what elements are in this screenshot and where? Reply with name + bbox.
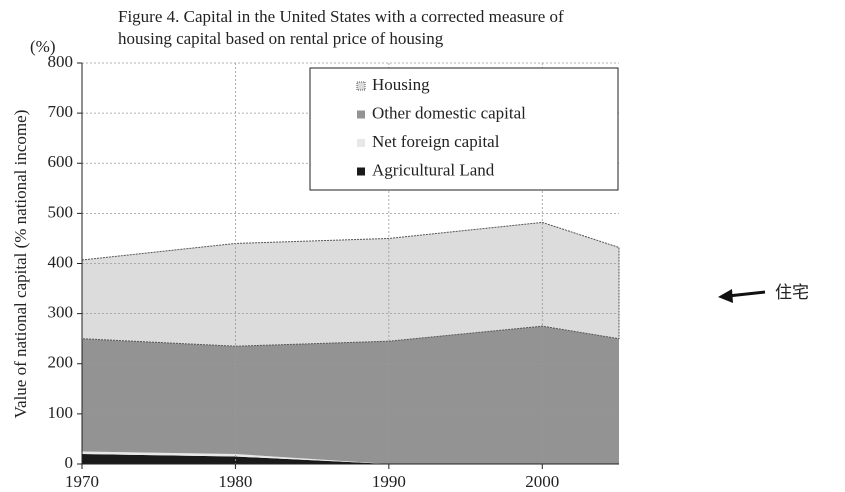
y-tick-label: 800: [48, 52, 74, 71]
y-tick-label: 500: [48, 202, 74, 221]
legend-swatch: [356, 81, 366, 91]
arrow-head: [718, 289, 733, 303]
area: [81, 221, 620, 347]
y-tick-label: 300: [48, 303, 74, 322]
y-axis-title: Value of national capital (% national in…: [11, 110, 30, 419]
y-tick-label: 0: [65, 453, 74, 472]
arrow: [727, 290, 766, 298]
legend-swatch: [357, 167, 365, 176]
y-tick-label: 100: [48, 403, 74, 422]
plot-area: [81, 221, 620, 464]
annotation: 住宅: [775, 283, 809, 302]
x-tick-label: 1980: [218, 472, 252, 491]
legend-swatch: [357, 139, 365, 147]
x-tick-label: 1990: [372, 472, 406, 491]
x-tick-label: 1970: [65, 472, 99, 491]
y-tick-label: 400: [48, 252, 74, 271]
legend-label: Agricultural Land: [372, 160, 495, 179]
y-tick-label: 600: [48, 152, 74, 171]
y-unit: (%): [30, 37, 55, 56]
legend-label: Housing: [372, 75, 430, 94]
legend-label: Other domestic capital: [372, 103, 526, 122]
area: [82, 453, 619, 464]
y-tick-label: 200: [48, 353, 74, 372]
chart-title: housing capital based on rental price of…: [118, 29, 444, 48]
chart-title: Figure 4. Capital in the United States w…: [118, 7, 564, 26]
area: [82, 451, 619, 464]
area: [82, 326, 619, 464]
x-tick-label: 2000: [525, 472, 559, 491]
legend-swatch: [357, 110, 365, 119]
legend-label: Net foreign capital: [372, 132, 500, 151]
y-tick-label: 700: [48, 102, 74, 121]
